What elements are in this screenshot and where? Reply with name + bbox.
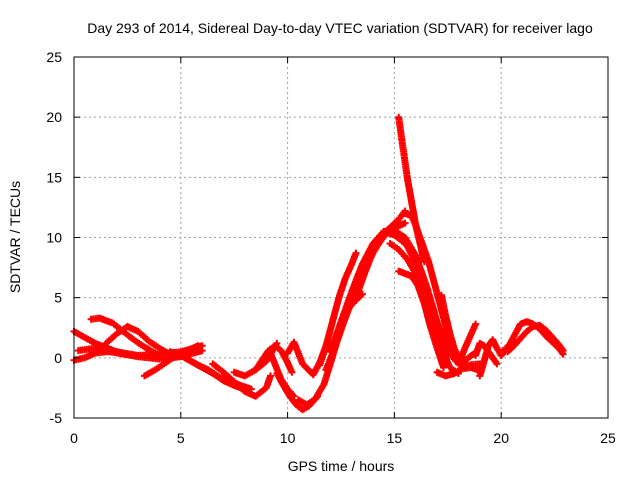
series-arc-25 <box>395 267 447 371</box>
y-tick-label: -5 <box>50 410 63 426</box>
x-tick-label: 20 <box>493 430 509 446</box>
x-tick-label: 10 <box>280 430 296 446</box>
data-point-markers <box>433 364 482 380</box>
data-point-markers <box>472 339 501 368</box>
x-axis-label: GPS time / hours <box>288 458 395 474</box>
y-tick-label: 0 <box>54 350 62 366</box>
y-axis-label: SDTVAR / TECUs <box>7 181 23 293</box>
data-point-markers <box>504 321 567 356</box>
y-tick-label: 15 <box>46 169 62 185</box>
tick-marks <box>73 56 609 419</box>
series-arc-32 <box>504 321 567 356</box>
data-point-markers <box>395 267 447 371</box>
data-point-markers <box>455 320 480 368</box>
series-arc-27 <box>433 364 482 380</box>
data-layer <box>70 113 567 414</box>
chart-title: Day 293 of 2014, Sidereal Day-to-day VTE… <box>87 20 593 36</box>
y-tick-label: 25 <box>46 49 62 65</box>
data-point-markers <box>322 219 409 374</box>
series-arc-30 <box>472 339 501 368</box>
series-arc-16 <box>316 249 360 369</box>
y-tick-label: 5 <box>54 290 62 306</box>
data-point-markers <box>316 249 360 369</box>
data-point-markers <box>209 360 274 400</box>
x-tick-label: 25 <box>600 430 616 446</box>
series-arc-28 <box>455 320 480 368</box>
series-arc-9 <box>209 360 274 400</box>
x-tick-label: 5 <box>177 430 185 446</box>
y-tick-label: 10 <box>46 230 62 246</box>
x-tick-label: 0 <box>70 430 78 446</box>
tick-labels: 0 5 10 15 20 25 -5 0 5 10 15 20 25 <box>46 49 616 446</box>
x-tick-label: 15 <box>387 430 403 446</box>
series-arc-17 <box>322 219 409 374</box>
grid <box>74 57 608 418</box>
y-tick-label: 20 <box>46 109 62 125</box>
